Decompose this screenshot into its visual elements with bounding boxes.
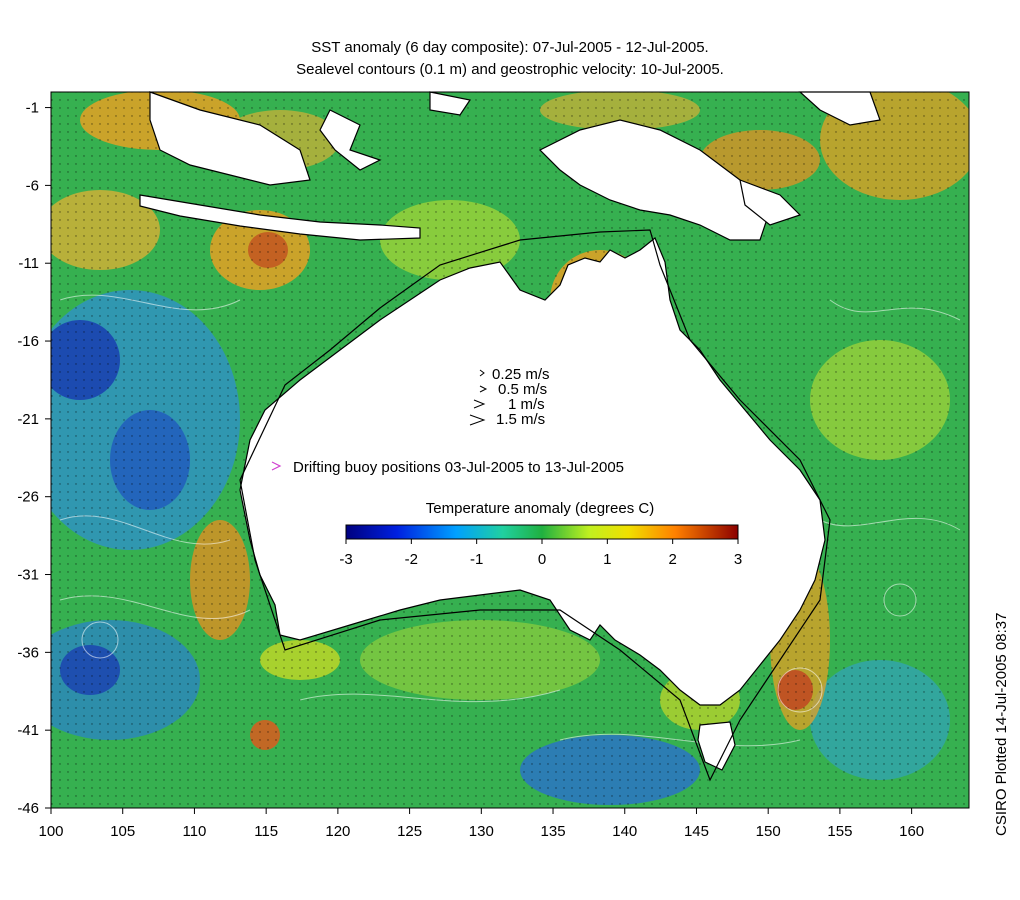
x-axis: 100 105 110 115 120 125 130 135 140 145 150 155 160 (38, 808, 924, 840)
colorbar-title: Temperature anomaly (degrees C) (426, 500, 654, 517)
colorbar-tick-label: 3 (734, 551, 742, 568)
map-title-line1: SST anomaly (6 day composite): 07-Jul-20… (311, 39, 709, 56)
y-tick-label: -21 (17, 411, 39, 428)
colorbar-tick-label: 0 (538, 551, 546, 568)
map-title-line2: Sealevel contours (0.1 m) and geostrophi… (296, 61, 724, 78)
velocity-legend-1: 1 m/s (508, 396, 545, 413)
java-landmass (139, 194, 421, 241)
velocity-legend (469, 369, 488, 426)
y-tick-label: -16 (17, 333, 39, 350)
x-tick-label: 155 (827, 823, 852, 840)
y-tick-label: -46 (17, 800, 39, 817)
arrow-glyph-025 (479, 369, 485, 377)
plot-frame (50, 91, 970, 809)
colorbar-tick-label: -2 (405, 551, 418, 568)
colorbar (345, 524, 739, 540)
x-tick-label: 100 (38, 823, 63, 840)
colorbar-tick-label: 2 (668, 551, 676, 568)
x-tick-label: 140 (612, 823, 637, 840)
x-tick-label: 145 (684, 823, 709, 840)
plot-credit: CSIRO Plotted 14-Jul-2005 08:37 (993, 612, 1010, 836)
x-tick-label: 150 (756, 823, 781, 840)
x-tick-label: 115 (254, 823, 278, 840)
arrow-glyph-05 (479, 385, 488, 393)
x-tick-label: 120 (325, 823, 350, 840)
x-tick-label: 105 (110, 823, 135, 840)
new-guinea-landmass (538, 119, 771, 241)
velocity-legend-05: 0.5 m/s (498, 381, 547, 398)
x-tick-label: 135 (541, 823, 566, 840)
velocity-legend-15: 1.5 m/s (496, 411, 545, 428)
tasmania-landmass (697, 721, 736, 771)
y-tick-label: -31 (17, 567, 39, 584)
arrow-glyph-15 (469, 414, 486, 426)
buoy-marker-icon (271, 461, 282, 471)
x-tick-label: 110 (182, 823, 206, 840)
y-axis: -1 -6 -11 -16 -21 -26 -31 -36 -41 -46 (17, 100, 51, 817)
y-tick-label: -11 (18, 255, 39, 272)
velocity-legend-025: 0.25 m/s (492, 366, 550, 383)
buoy-legend-label: Drifting buoy positions 03-Jul-2005 to 1… (293, 459, 624, 476)
x-tick-label: 130 (469, 823, 494, 840)
y-tick-label: -36 (17, 644, 39, 661)
colorbar-tick-label: -1 (470, 551, 483, 568)
x-tick-label: 125 (397, 823, 422, 840)
x-tick-label: 160 (899, 823, 924, 840)
colorbar-tick-label: -3 (339, 551, 352, 568)
shelf-contour (239, 229, 831, 782)
colorbar-ticks: -3 -2 -1 0 1 2 3 (339, 539, 742, 568)
borneo-landmass (149, 91, 311, 186)
y-tick-label: -6 (26, 177, 39, 194)
colorbar-tick-label: 1 (603, 551, 611, 568)
land-masses (139, 91, 881, 771)
y-tick-label: -1 (26, 100, 39, 117)
sulawesi-landmass (319, 109, 382, 171)
y-tick-label: -26 (17, 489, 39, 506)
arrow-glyph-1 (473, 399, 486, 409)
y-tick-label: -41 (17, 722, 39, 739)
australia-landmass (239, 237, 826, 706)
